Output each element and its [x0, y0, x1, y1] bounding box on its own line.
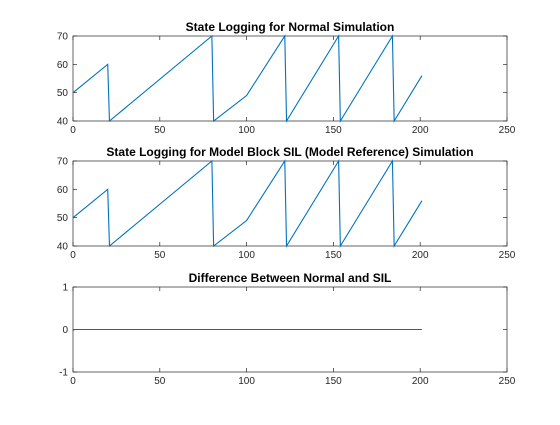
x-tick-label: 0	[70, 250, 76, 261]
y-tick-label: -1	[59, 368, 68, 379]
y-tick-label: 40	[57, 117, 69, 128]
axes-1: 0 50 100 150 200 250 40 50 60 70 State Logging for…	[57, 20, 516, 136]
x-tick-label: 100	[238, 376, 255, 387]
x-tick-label: 0	[70, 125, 76, 136]
x-tick-label: 250	[499, 376, 516, 387]
x-tick-label: 100	[238, 250, 255, 261]
axes-title: State Logging for Normal Simulation	[186, 20, 395, 34]
x-tick-label: 150	[325, 250, 342, 261]
axes-title: State Logging for Model Block SIL (Model…	[106, 145, 473, 159]
series-line-1	[72, 159, 423, 248]
x-tick-label: 200	[412, 125, 429, 136]
x-tick-label: 200	[412, 376, 429, 387]
y-tick-label: 50	[57, 88, 69, 99]
axes-2: 0 50 100 150 200 250 40 50 60 70 State Logging for…	[57, 145, 516, 261]
y-tick-label: 40	[57, 242, 69, 253]
y-tick-label: 70	[57, 157, 69, 168]
y-tick-label: 60	[57, 60, 69, 71]
plot-area	[72, 160, 508, 247]
series-line-1	[72, 328, 422, 331]
x-tick-label: 200	[412, 250, 429, 261]
y-tick-label: 1	[62, 283, 68, 294]
x-tick-label: 150	[325, 376, 342, 387]
y-tick-label: 60	[57, 185, 69, 196]
x-tick-label: 50	[154, 250, 166, 261]
axes-title: Difference Between Normal and SIL	[189, 271, 392, 285]
plot-area	[72, 35, 508, 122]
x-tick-label: 250	[499, 125, 516, 136]
x-tick-label: 50	[154, 125, 166, 136]
y-tick-label: 70	[57, 32, 69, 43]
y-tick-label: 0	[62, 325, 68, 336]
x-tick-label: 100	[238, 125, 255, 136]
x-tick-label: 150	[325, 125, 342, 136]
y-tick-label: 50	[57, 213, 69, 224]
x-tick-label: 0	[70, 376, 76, 387]
series-line-1	[72, 34, 423, 123]
x-tick-label: 250	[499, 250, 516, 261]
x-tick-label: 50	[154, 376, 166, 387]
